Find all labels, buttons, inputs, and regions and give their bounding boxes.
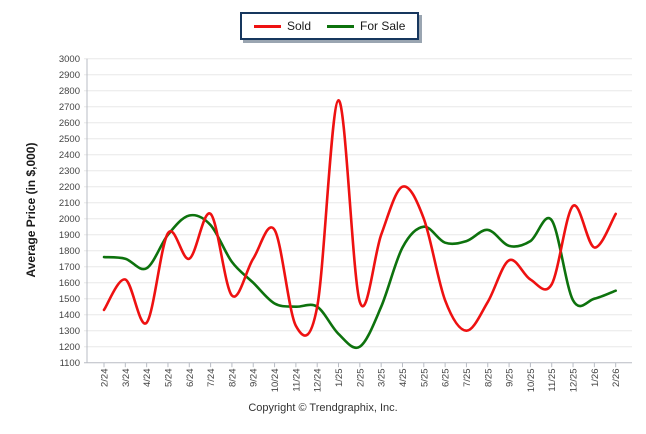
y-tick-label: 2400 xyxy=(59,150,80,161)
x-tick-label: 1/25 xyxy=(334,369,345,388)
x-tick-label: 5/25 xyxy=(419,369,430,388)
x-tick-label: 3/25 xyxy=(377,369,388,388)
x-tick-label: 9/25 xyxy=(505,369,516,388)
y-tick-label: 1100 xyxy=(60,358,80,369)
x-tick-label: 8/25 xyxy=(483,369,494,388)
y-tick-label: 1400 xyxy=(59,310,80,321)
x-tick-label: 6/24 xyxy=(185,369,196,388)
y-tick-label: 2700 xyxy=(59,102,80,113)
y-tick-label: 1700 xyxy=(59,262,80,273)
x-tick-label: 2/26 xyxy=(611,369,622,388)
legend-item-for-sale: For Sale xyxy=(327,20,405,32)
y-tick-label: 2500 xyxy=(59,134,80,145)
y-tick-label: 1900 xyxy=(59,230,80,241)
y-tick-label: 1500 xyxy=(59,294,80,305)
x-tick-label: 3/24 xyxy=(121,369,132,388)
y-tick-label: 1800 xyxy=(59,246,80,257)
x-tick-label: 4/24 xyxy=(142,369,153,388)
copyright-text: Copyright © Trendgraphix, Inc. xyxy=(248,402,398,414)
x-tick-label: 2/24 xyxy=(100,369,111,388)
legend-label-sold: Sold xyxy=(287,19,312,33)
x-tick-label: 9/24 xyxy=(249,369,260,388)
x-tick-label: 7/24 xyxy=(206,369,217,388)
x-tick-label: 12/25 xyxy=(569,369,580,393)
legend: Sold For Sale xyxy=(240,12,420,40)
x-tick-label: 8/24 xyxy=(227,369,238,388)
legend-item-sold: Sold xyxy=(254,20,311,32)
x-tick-label: 10/25 xyxy=(526,369,537,393)
x-tick-label: 7/25 xyxy=(462,369,473,388)
series-line-for-sale xyxy=(102,213,617,350)
for-sale-line-swatch xyxy=(327,24,355,28)
x-tick-label: 6/25 xyxy=(441,369,452,388)
y-tick-label: 2200 xyxy=(59,182,80,193)
series-line-sold xyxy=(102,98,617,337)
y-tick-label: 1200 xyxy=(59,342,80,353)
x-tick-label: 12/24 xyxy=(313,369,324,393)
y-tick-label: 2800 xyxy=(59,86,80,97)
y-tick-label: 2000 xyxy=(59,214,80,225)
x-tick-label: 10/24 xyxy=(270,369,281,393)
legend-label-for-sale: For Sale xyxy=(360,19,406,33)
y-tick-label: 2600 xyxy=(59,118,80,129)
y-tick-label: 1600 xyxy=(59,278,80,289)
y-tick-label: 1300 xyxy=(59,326,80,337)
y-axis-title: Average Price (in $,000) xyxy=(24,142,38,278)
x-tick-label: 2/25 xyxy=(355,369,366,388)
x-tick-label: 4/25 xyxy=(398,369,409,388)
y-tick-label: 2100 xyxy=(59,198,80,209)
sold-line-swatch xyxy=(254,24,281,28)
x-tick-label: 5/24 xyxy=(163,369,174,388)
x-tick-label: 11/25 xyxy=(547,369,558,392)
y-tick-label: 2300 xyxy=(59,166,80,177)
y-tick-label: 2900 xyxy=(59,70,80,81)
x-tick-label: 11/24 xyxy=(291,369,302,392)
x-tick-label: 1/26 xyxy=(590,369,601,388)
y-tick-label: 3000 xyxy=(59,54,80,65)
